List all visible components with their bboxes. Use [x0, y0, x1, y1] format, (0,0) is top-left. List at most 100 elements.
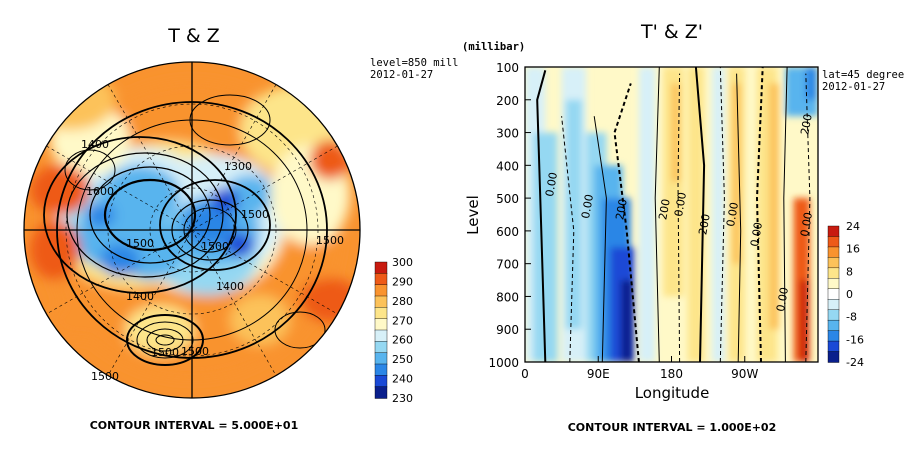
left-level-info: level=850 mill	[370, 57, 459, 69]
y-tick-label: 900	[496, 323, 519, 337]
contour-label: 0.00	[798, 211, 815, 237]
anomaly-region	[565, 99, 582, 330]
temperature-region	[226, 233, 254, 257]
colorbar-tick-label: 290	[392, 275, 413, 288]
right-panel: T' & Z' (millibar) lat=45 degree 2012-01…	[462, 21, 904, 434]
contour-label: 1600	[86, 185, 114, 198]
colorbar-swatch	[827, 267, 840, 280]
colorbar-tick-label: 24	[846, 220, 860, 233]
temperature-region	[50, 300, 110, 340]
contour-label: 200	[798, 113, 814, 136]
height-contour	[274, 311, 326, 349]
contour-label: 1500	[201, 240, 229, 253]
colorbar-swatch	[374, 284, 388, 297]
contour-label: 200	[656, 198, 672, 221]
contour-label: 1500	[126, 237, 154, 250]
colorbar-tick-label: 8	[846, 265, 853, 278]
anomaly-region	[769, 83, 779, 330]
anomaly-contour	[805, 73, 811, 362]
contour-label: 1400	[81, 138, 109, 151]
anomaly-contour	[677, 73, 681, 362]
y-tick-label: 800	[496, 290, 519, 304]
temperature-region	[125, 305, 195, 355]
y-axis-label: Level	[464, 195, 482, 235]
right-colorbar: 24 16 8 0 -8 -16 -24	[827, 220, 864, 369]
height-contour	[64, 149, 116, 191]
colorbar-swatch	[374, 352, 388, 365]
colorbar-tick-label: 16	[846, 243, 860, 256]
contour-label: 200	[613, 198, 629, 221]
y-tick-label: 1000	[488, 356, 519, 370]
anomaly-contour	[561, 116, 575, 362]
cross-section	[525, 67, 818, 362]
right-date-info: 2012-01-27	[822, 81, 885, 93]
temperature-region	[230, 295, 290, 345]
anomaly-contour	[736, 73, 742, 362]
temperature-region	[25, 70, 115, 130]
colorbar-tick-label: 230	[392, 392, 413, 405]
colorbar-swatch	[827, 309, 840, 321]
y-tick-label: 700	[496, 258, 519, 272]
colorbar-tick-label: 300	[392, 256, 413, 269]
temperature-region	[310, 140, 350, 180]
x-axis-label: Longitude	[635, 384, 710, 402]
height-contour	[43, 136, 237, 294]
colorbar-swatch	[374, 363, 388, 377]
colorbar-tick-label: -24	[846, 356, 864, 369]
colorbar-swatch	[827, 330, 840, 342]
contour-label: 1500	[181, 345, 209, 358]
temperature-region	[85, 203, 115, 227]
anomaly-contour	[755, 67, 764, 362]
contour-label: 1400	[126, 290, 154, 303]
anomaly-region	[533, 132, 558, 362]
contour-label: 0.00	[748, 221, 765, 247]
colorbar-swatch	[374, 261, 388, 275]
anomaly-contour	[719, 67, 725, 362]
contour-label: 1500	[316, 234, 344, 247]
contour-label: 0.00	[672, 191, 689, 217]
colorbar-swatch	[827, 288, 840, 300]
height-contour	[189, 94, 271, 146]
anomaly-region	[805, 67, 817, 100]
colorbar-tick-label: 270	[392, 314, 413, 327]
temperature-region	[100, 244, 140, 276]
colorbar-swatch	[374, 375, 388, 388]
contour-label: 0.00	[724, 201, 741, 227]
anomaly-region	[732, 83, 741, 264]
colorbar-swatch	[827, 299, 840, 311]
polar-map	[24, 62, 360, 398]
colorbar-swatch	[374, 318, 388, 331]
colorbar-swatch	[827, 340, 840, 353]
height-contour	[89, 166, 211, 264]
left-panel: T & Z level=850 mill 2012-01-27 1300 1400…	[23, 25, 459, 432]
contour-label: 0.00	[543, 171, 560, 197]
contour-label: 0.00	[579, 193, 596, 219]
contour-label: 1500	[241, 208, 269, 221]
anomaly-contour	[694, 67, 706, 362]
contour-label: 200	[696, 213, 712, 236]
anomaly-contour	[536, 70, 547, 362]
colorbar-swatch	[374, 329, 388, 343]
contour-label: 1300	[224, 160, 252, 173]
height-contour	[66, 152, 224, 278]
colorbar-swatch	[374, 386, 388, 399]
colorbar-swatch	[827, 236, 840, 248]
colorbar-tick-label: 260	[392, 334, 413, 347]
right-unit-label: (millibar)	[462, 41, 525, 53]
anomaly-region	[712, 67, 725, 362]
contour-label: 0.00	[774, 286, 791, 312]
y-tick-label: 500	[496, 192, 519, 206]
colorbar-swatch	[374, 307, 388, 320]
y-tick-label: 400	[496, 159, 519, 173]
y-tick-label: 600	[496, 225, 519, 239]
x-tick-label: 180	[660, 367, 683, 381]
colorbar-tick-label: 0	[846, 288, 853, 301]
left-colorbar: 300 290 280 270 260 250 240 230	[374, 256, 413, 405]
left-date-info: 2012-01-27	[370, 69, 433, 81]
x-tick-label: 0	[521, 367, 529, 381]
y-tick-label: 100	[496, 61, 519, 75]
colorbar-swatch	[374, 273, 388, 286]
colorbar-tick-label: 240	[392, 373, 413, 386]
colorbar-tick-label: -8	[846, 311, 857, 324]
